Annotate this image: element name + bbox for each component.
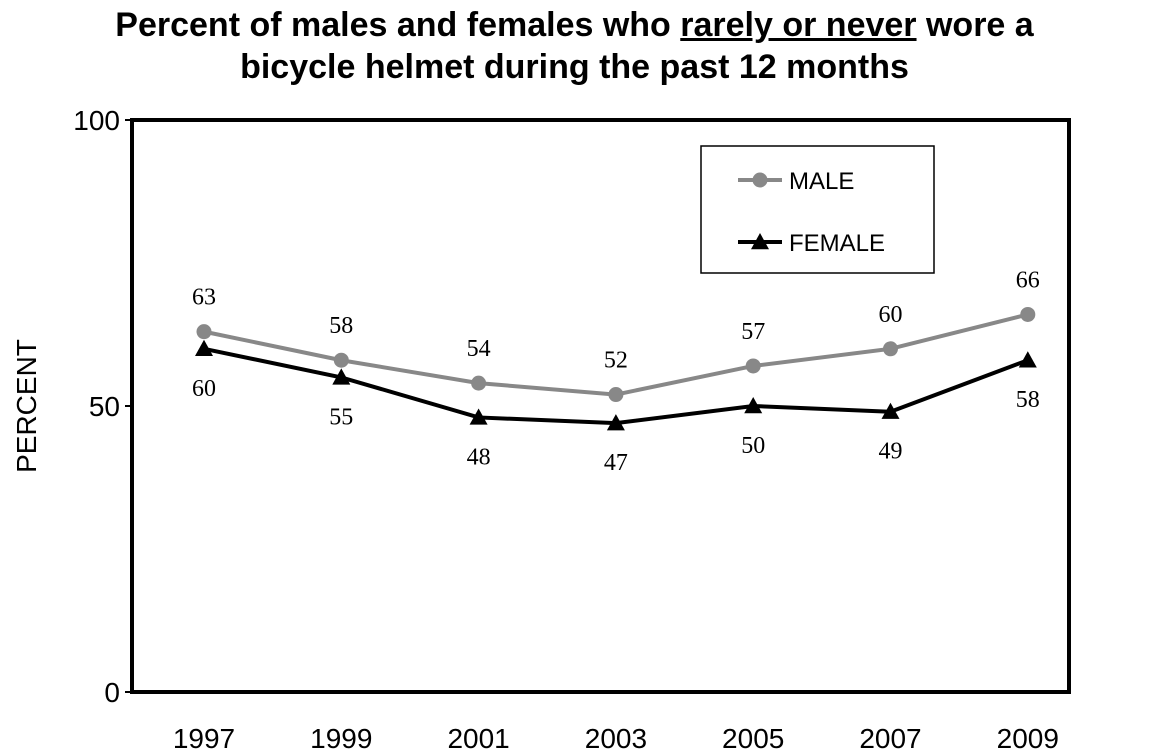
data-point-female [332, 368, 351, 385]
legend-box [700, 145, 935, 274]
legend-label-female: FEMALE [789, 230, 885, 257]
data-point-male [471, 375, 487, 391]
legend: MALE FEMALE [700, 145, 935, 274]
title-part-1: Percent of males and females who [115, 6, 681, 44]
y-tick-label: 50 [89, 391, 120, 422]
x-tick-label: 2005 [722, 723, 784, 754]
series-male [196, 306, 1036, 403]
data-label-male: 54 [467, 336, 491, 362]
title-underlined: rarely or never [680, 6, 917, 44]
data-point-male [745, 358, 761, 374]
data-point-male [333, 352, 349, 368]
title-line-1: Percent of males and females who rarely … [0, 4, 1149, 46]
data-label-female: 50 [741, 433, 765, 459]
data-label-female: 49 [879, 439, 903, 465]
data-point-female [881, 402, 900, 419]
data-label-male: 66 [1016, 267, 1040, 293]
x-tick-label: 1999 [310, 723, 372, 754]
data-point-male [608, 387, 624, 403]
data-label-male: 52 [604, 348, 628, 374]
title-line-2: bicycle helmet during the past 12 months [240, 48, 909, 86]
legend-marker-female [751, 233, 769, 250]
x-tick-label: 2007 [859, 723, 921, 754]
data-label-male: 60 [879, 302, 903, 328]
series-layer [195, 306, 1037, 431]
data-point-female [1018, 351, 1037, 368]
data-label-female: 47 [604, 450, 628, 476]
y-axis: 0 50 100 [73, 105, 132, 708]
legend-item-female: FEMALE [738, 230, 885, 257]
data-label-male: 57 [741, 319, 765, 345]
data-label-female: 58 [1016, 387, 1040, 413]
data-label-female: 60 [192, 376, 216, 402]
data-point-female [744, 397, 763, 414]
y-axis-label: PERCENT [11, 339, 42, 473]
x-tick-label: 2009 [997, 723, 1059, 754]
data-label-male: 58 [329, 313, 353, 339]
legend-label-male: MALE [789, 168, 854, 195]
data-point-female [469, 408, 488, 425]
data-labels: 63 58 54 52 57 60 66 60 55 48 47 50 49 58 [192, 267, 1040, 476]
data-point-female [195, 339, 213, 356]
legend-marker-male [752, 172, 768, 188]
y-tick-label: 100 [73, 105, 120, 136]
title-part-2: wore a [916, 6, 1034, 44]
x-axis: 1997 1999 2001 2003 2005 2007 2009 [173, 723, 1059, 754]
x-tick-label: 2003 [585, 723, 647, 754]
data-point-female [606, 414, 625, 431]
data-label-female: 55 [329, 404, 353, 430]
y-tick-label: 0 [104, 677, 120, 708]
legend-item-male: MALE [738, 168, 854, 195]
series-female [195, 339, 1037, 431]
chart-title: Percent of males and females who rarely … [0, 4, 1149, 88]
data-label-male: 63 [192, 285, 216, 311]
data-point-male [1020, 306, 1036, 322]
data-point-male [196, 324, 212, 340]
data-label-female: 48 [467, 444, 491, 470]
x-tick-label: 1997 [173, 723, 235, 754]
data-point-male [883, 341, 898, 357]
x-tick-label: 2001 [447, 723, 509, 754]
